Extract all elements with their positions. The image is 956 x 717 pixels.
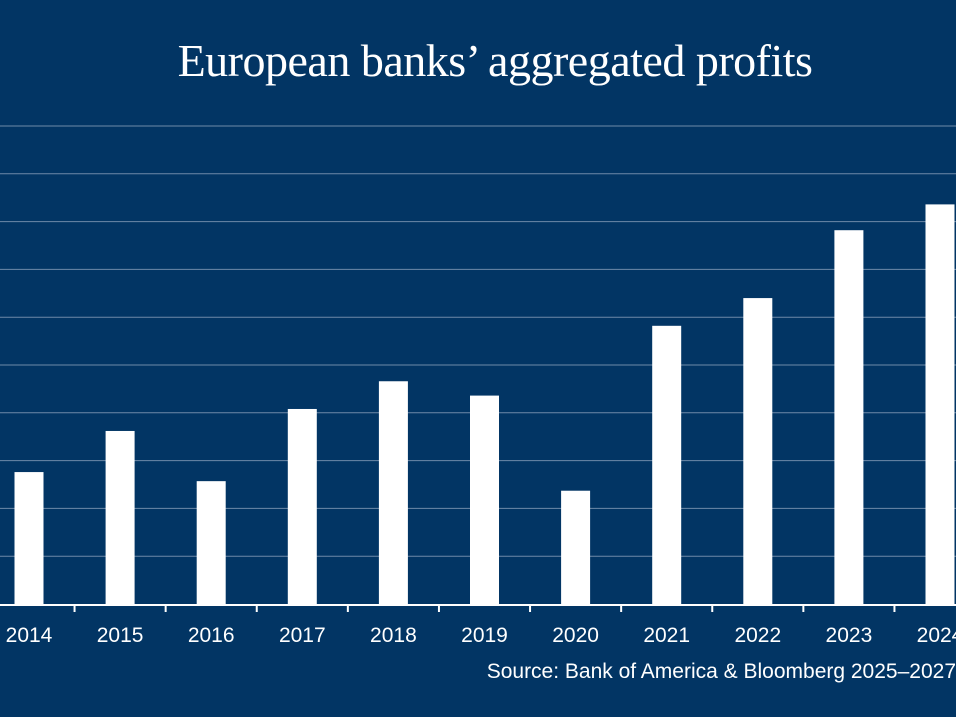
x-tick-labels: 2014 2015 2016 2017 2018 2019 2020 2021 2022 2023… (6, 624, 956, 647)
bar-2014 (14, 472, 44, 604)
x-tick-label: 2016 (188, 624, 235, 647)
bar-2019 (470, 395, 499, 604)
x-tick-label: 2020 (552, 624, 599, 647)
x-tick-label: 2024 (917, 624, 956, 647)
chart-title: European banks’ aggregated profits (177, 35, 813, 86)
bar-2021 (652, 325, 682, 604)
bar-2020 (561, 490, 591, 604)
bar-2022 (743, 298, 773, 604)
x-tick-label: 2015 (97, 624, 144, 647)
bar-2017 (287, 408, 317, 604)
x-tick-label: 2014 (6, 624, 53, 647)
bar-2016 (196, 481, 226, 604)
x-tick-label: 2017 (279, 624, 326, 647)
bar-2018 (378, 381, 408, 604)
x-tick-label: 2023 (826, 624, 873, 647)
x-tick-label: 2021 (643, 624, 690, 647)
x-tick-label: 2019 (461, 624, 508, 647)
x-axis (0, 604, 956, 612)
bar-2015 (105, 430, 135, 604)
bars (14, 204, 955, 605)
x-tick-label: 2022 (734, 624, 781, 647)
bar-2023 (834, 230, 864, 605)
x-tick-label: 2018 (370, 624, 417, 647)
bar-2024 (925, 204, 955, 604)
source-note: Source: Bank of America & Bloomberg 2025… (486, 660, 956, 683)
